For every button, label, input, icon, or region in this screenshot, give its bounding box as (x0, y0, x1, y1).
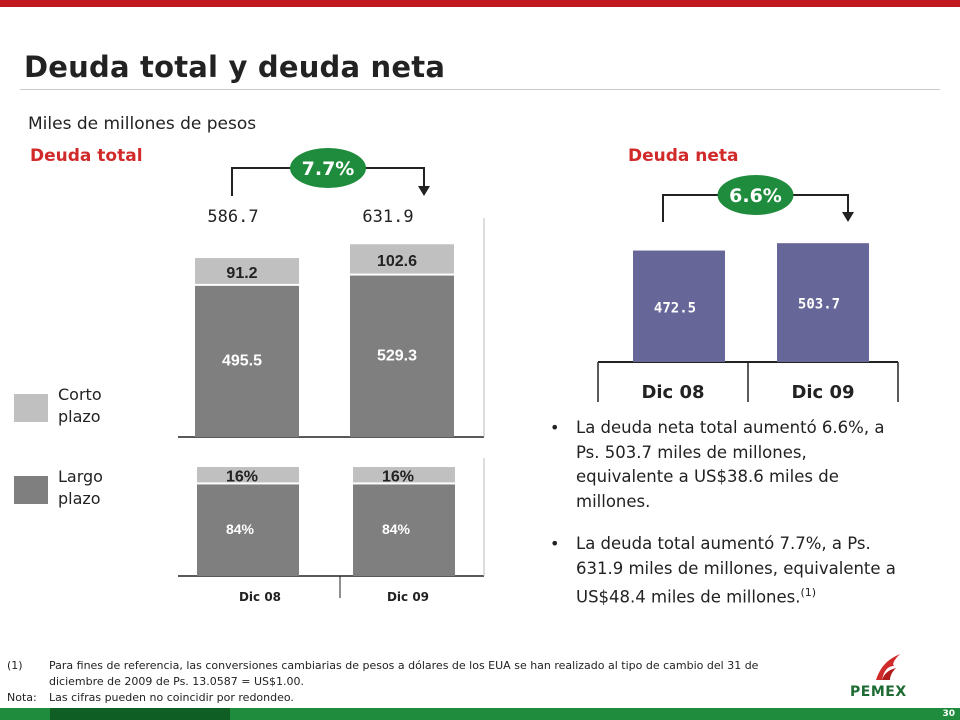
net-growth-badge (717, 175, 794, 215)
total-long-term-label: 529.3 (377, 347, 417, 364)
net-category-label: Dic 08 (641, 382, 704, 403)
total-long-term-bar (350, 275, 454, 437)
footnote-1-text: Para fines de referencia, las conversion… (49, 659, 759, 688)
net-debt-bar (777, 243, 869, 362)
composition-long-term-label: 84% (382, 521, 411, 537)
composition-short-term-label: 16% (226, 469, 258, 486)
bullet-net-debt-text: La deuda neta total aumentó 6.6%, a Ps. … (576, 418, 885, 511)
bullet-dot-icon: • (550, 418, 560, 437)
bottom-accent-bar (0, 708, 960, 720)
bullet-total-debt: • La deuda total aumentó 7.7%, a Ps. 631.… (548, 532, 908, 610)
footnote-ref: (1) (800, 586, 817, 599)
total-long-term-label: 495.5 (222, 352, 262, 369)
net-debt-value-label: 472.5 (654, 300, 696, 316)
pemex-eagle-icon (876, 654, 900, 680)
total-short-term-bar (195, 258, 299, 284)
composition-category-label: Dic 08 (239, 590, 281, 604)
bottom-accent-dark (50, 708, 230, 720)
commentary-list: • La deuda neta total aumentó 6.6%, a Ps.… (548, 416, 908, 628)
top-accent-bar (0, 0, 960, 7)
title-divider (20, 89, 940, 90)
total-debt-total-label: 631.9 (362, 207, 413, 227)
page-number: 30 (942, 709, 955, 719)
net-growth-value: 6.6% (729, 185, 782, 207)
total-short-term-bar (350, 244, 454, 274)
legend-swatch-long-term (14, 476, 48, 504)
net-category-label: Dic 09 (791, 382, 854, 403)
total-growth-value: 7.7% (302, 158, 355, 180)
bullet-dot-icon: • (550, 534, 560, 553)
footnote-1-mark: (1) (7, 659, 23, 672)
total-debt-total-label: 586.7 (207, 207, 258, 227)
bullet-total-debt-text: La deuda total aumentó 7.7%, a Ps. 631.9… (576, 534, 896, 607)
total-debt-label: Deuda total (30, 146, 143, 166)
bullet-net-debt: • La deuda neta total aumentó 6.6%, a Ps.… (548, 416, 908, 514)
composition-long-term-bar (197, 484, 299, 576)
total-short-term-label: 91.2 (226, 265, 257, 282)
page-title: Deuda total y deuda neta (24, 50, 446, 84)
footnote-1: (1) Para fines de referencia, las convers… (7, 658, 767, 690)
footnote-note-text: Las cifras pueden no coincidir por redon… (49, 691, 294, 704)
composition-category-label: Dic 09 (387, 590, 429, 604)
composition-short-term-label: 16% (382, 469, 414, 486)
units-label: Miles de millones de pesos (28, 114, 257, 134)
composition-long-term-bar (353, 484, 455, 576)
net-debt-label: Deuda neta (628, 146, 739, 166)
total-short-term-label: 102.6 (377, 253, 417, 270)
total-long-term-bar (195, 285, 299, 437)
composition-long-term-label: 84% (226, 521, 255, 537)
composition-short-term-bar (197, 467, 299, 483)
footnotes: (1) Para fines de referencia, las convers… (7, 658, 767, 706)
legend-label-short-term: Corto plazo (58, 385, 102, 426)
footnote-note: Nota: Las cifras pueden no coincidir por … (7, 690, 767, 706)
net-debt-bar (633, 250, 725, 362)
net-growth-arrow (842, 212, 854, 222)
legend-label-long-term: Largo plazo (58, 467, 103, 508)
pemex-logo: PEMEX (850, 684, 907, 700)
total-growth-arrow (418, 186, 430, 196)
legend-swatch-short-term (14, 394, 48, 422)
net-debt-value-label: 503.7 (798, 297, 840, 313)
composition-short-term-bar (353, 467, 455, 483)
footnote-note-mark: Nota: (7, 691, 37, 704)
total-growth-badge (290, 148, 366, 188)
